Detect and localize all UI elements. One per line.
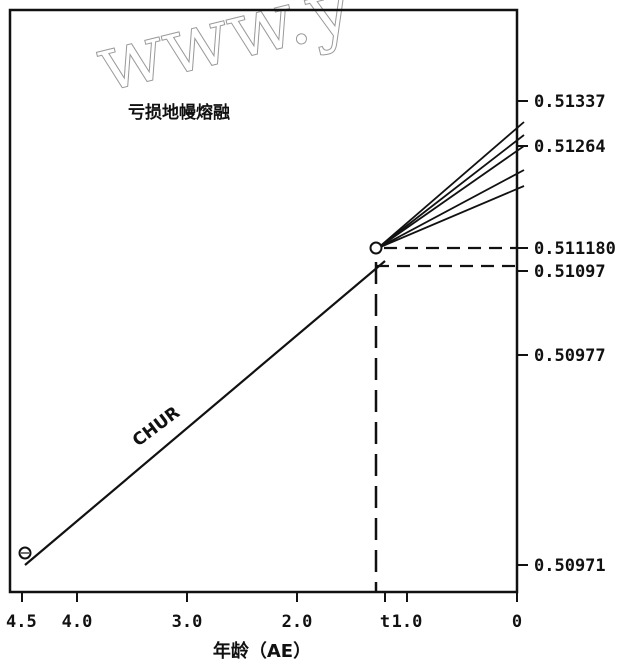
x-axis-label: 年龄（AE） (213, 640, 311, 662)
series-line-chur (24, 260, 386, 566)
x-tick-label: t (380, 612, 390, 632)
markers (18, 241, 383, 560)
y-tick-label: 0.511180 (534, 239, 616, 259)
x-ticks: 4.5 4.0 3.0 2.0 t 1.0 0 (6, 592, 522, 632)
y-tick-label: 0.51097 (534, 262, 606, 282)
y-tick-label: 0.51264 (534, 137, 606, 157)
series-lines (24, 260, 386, 566)
y-tick-label: 0.50971 (534, 556, 606, 576)
plot-frame (8, 8, 519, 594)
fan-line (377, 145, 525, 249)
fan-lines (377, 121, 525, 249)
annotation-chur: CHUR (129, 403, 184, 451)
x-tick-label: 4.0 (62, 612, 93, 632)
watermark: www.y (88, 0, 362, 110)
y-tick-label: 0.51337 (534, 92, 606, 112)
depleted-mantle-point (369, 241, 383, 255)
x-tick-label: 4.5 (6, 612, 37, 632)
x-tick-label: 2.0 (282, 612, 313, 632)
fan-line (377, 169, 525, 249)
fan-line (377, 134, 525, 249)
dashed-lines (374, 246, 517, 592)
fan-line (377, 121, 525, 249)
x-tick-label: 0 (512, 612, 522, 632)
x-tick-label: 3.0 (172, 612, 203, 632)
annotation-depleted-mantle: 亏损地幔熔融 (128, 102, 230, 123)
y-tick-label: 0.50977 (534, 346, 606, 366)
y-ticks: 0.51337 0.51264 0.511180 0.51097 0.50977 0.50… (517, 92, 616, 576)
x-tick-label: 1.0 (392, 612, 423, 632)
fan-line (377, 185, 525, 249)
